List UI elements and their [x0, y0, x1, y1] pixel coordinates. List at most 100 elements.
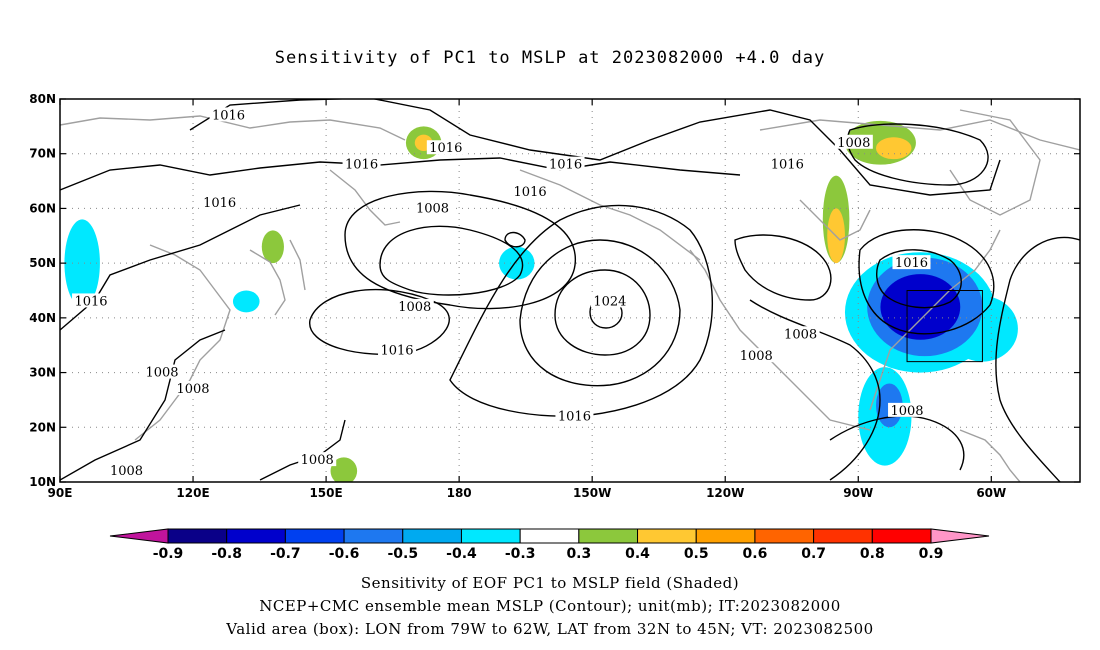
colorbar-tick-label: 0.9 — [919, 546, 944, 562]
coastline-kamchatka — [329, 169, 401, 226]
lon-tick-label: 150E — [309, 486, 342, 500]
contour-label: 1008 — [398, 300, 431, 315]
coastline-korea-japan — [249, 239, 306, 316]
axis-ticks: 90E 120E 150E 180 150W 120W 90W 60W 10N 20N 30N 40N… — [29, 92, 1080, 500]
caption-contour: NCEP+CMC ensemble mean MSLP (Contour); u… — [259, 597, 841, 615]
chart-title: Sensitivity of PC1 to MSLP at 2023082000… — [274, 48, 826, 68]
contour-label-bg — [511, 184, 550, 199]
contour-label: 1016 — [558, 409, 591, 424]
sensitivity-blob — [261, 230, 284, 264]
contour-label: 1016 — [895, 256, 928, 271]
coastline-alaska — [519, 169, 701, 261]
contour-label: 1024 — [593, 294, 626, 309]
colorbar-tick-label: 0.8 — [860, 546, 885, 562]
contour-1016-arctic — [189, 99, 1001, 196]
contour-label: 1008 — [837, 136, 870, 151]
coastline-eurasia — [60, 115, 406, 141]
coastline-north-america-east — [869, 229, 1001, 411]
contour-label-bg — [395, 298, 434, 313]
lat-tick-label: 10N — [29, 475, 56, 489]
colorbar-tick-label: -0.3 — [505, 546, 536, 562]
coastline-south-america — [959, 429, 1021, 482]
contour-label: 1008 — [176, 382, 209, 397]
sensitivity-blob — [330, 457, 358, 482]
coastline-east-asia — [134, 244, 231, 441]
coastline-hudson-bay — [799, 199, 871, 241]
contour-label-bg — [781, 326, 820, 341]
contour-label: 1016 — [345, 158, 378, 173]
contour-label-bg — [590, 293, 629, 308]
contour-label: 1008 — [416, 201, 449, 216]
colorbar-tick-label: -0.5 — [387, 546, 418, 562]
contour-label-bg — [737, 348, 776, 363]
lon-tick-label: 60W — [976, 486, 1006, 500]
caption-valid-area: Valid area (box): LON from 79W to 62W, L… — [226, 620, 874, 638]
coastline-arctic — [759, 119, 1080, 151]
colorbar-segment — [284, 528, 345, 544]
colorbar-segment — [519, 528, 580, 544]
colorbar-tick-label: -0.6 — [329, 546, 360, 562]
contour-1024-high — [554, 269, 651, 356]
lon-tick-label: 90E — [48, 486, 73, 500]
contour-label-bg — [298, 452, 337, 467]
caption-shading: Sensitivity of EOF PC1 to MSLP field (Sh… — [360, 574, 740, 592]
contour-label-bg — [555, 408, 594, 423]
lat-lon-grid — [60, 99, 1080, 482]
colorbar-segment — [754, 528, 815, 544]
sensitivity-blob — [64, 219, 100, 307]
contour-1008-low-outer — [344, 190, 576, 310]
contour-1020-high — [519, 239, 681, 387]
contour-label: 1016 — [74, 294, 107, 309]
map-frame — [59, 98, 1081, 483]
sensitivity-blob — [232, 290, 260, 313]
lat-tick-label: 20N — [29, 420, 56, 434]
colorbar-segment — [226, 528, 286, 544]
colorbar-segment — [637, 528, 697, 544]
contour-label: 1008 — [740, 349, 773, 364]
colorbar-tick-label: 0.6 — [743, 546, 768, 562]
contour-label-bg — [200, 194, 239, 209]
contour-1016-west-atlantic — [734, 234, 832, 301]
sensitivity-blob — [876, 137, 912, 160]
lat-tick-label: 80N — [29, 92, 56, 106]
contour-1008-south — [60, 329, 226, 481]
colorbar-tick-label: -0.7 — [270, 546, 301, 562]
lat-tick-label: 30N — [29, 366, 56, 380]
colorbar-tick-label: 0.4 — [625, 546, 650, 562]
contour-label-bg — [888, 402, 927, 417]
valid-area-box — [906, 290, 983, 363]
contour-label: 1016 — [429, 141, 462, 156]
colorbar-segment — [578, 528, 639, 544]
colorbar-tick-label: -0.8 — [211, 546, 242, 562]
colorbar-tick-label: -0.9 — [153, 546, 184, 562]
contour-label-bg — [107, 463, 146, 478]
contour-labels: 1016101610161016101610081008101610081008… — [72, 107, 931, 479]
sensitivity-shading — [64, 120, 1018, 482]
contour-1008-atlantic — [995, 236, 1080, 482]
colorbar-tick-label: 0.5 — [684, 546, 709, 562]
contour-label-bg — [834, 134, 873, 149]
contour-label-bg — [892, 255, 931, 270]
colorbar-tick-label: 0.3 — [566, 546, 591, 562]
lat-tick-label: 40N — [29, 311, 56, 325]
coastline-greenland — [949, 109, 1041, 216]
lon-tick-label: 150W — [573, 486, 611, 500]
colorbar-tick-label: -0.4 — [446, 546, 477, 562]
lat-tick-label: 70N — [29, 147, 56, 161]
contour-label: 1008 — [301, 453, 334, 468]
colorbar-segment — [813, 528, 873, 544]
lon-tick-label: 120E — [176, 486, 209, 500]
contour-label-bg — [768, 156, 807, 171]
contour-label: 1016 — [549, 158, 582, 173]
contour-1016-pacific — [309, 288, 450, 355]
contour-1008-gulf — [829, 415, 965, 471]
lat-tick-label: 60N — [29, 201, 56, 215]
contour-label: 1008 — [145, 366, 178, 381]
lon-tick-label: 120W — [706, 486, 744, 500]
colorbar: -0.9 -0.8 -0.7 -0.6 -0.5 -0.4 -0.3 0.3 0.4 0.5 0.6… — [109, 528, 990, 562]
colorbar-segment — [871, 528, 932, 544]
colorbar-segment — [402, 528, 462, 544]
contour-label-bg — [342, 156, 381, 171]
lon-tick-label: 180 — [447, 486, 472, 500]
colorbar-segment — [167, 528, 228, 544]
